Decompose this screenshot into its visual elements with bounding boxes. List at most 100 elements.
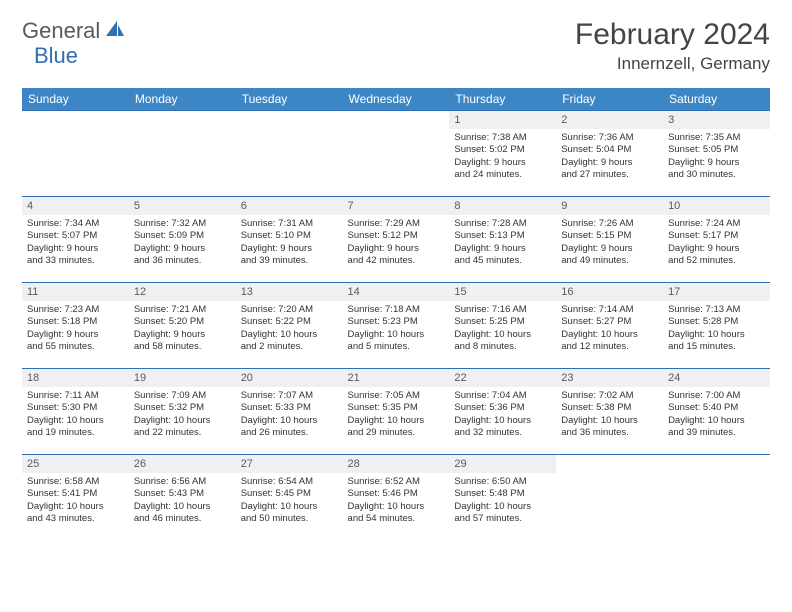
day-number: 16 xyxy=(556,283,663,301)
logo-part2-wrap: Blue xyxy=(34,43,78,69)
sunset-text: Sunset: 5:27 PM xyxy=(561,316,658,328)
daylight-line2: and 36 minutes. xyxy=(561,427,658,439)
calendar-cell: 12Sunrise: 7:21 AMSunset: 5:20 PMDayligh… xyxy=(129,283,236,369)
daylight-line1: Daylight: 10 hours xyxy=(241,329,338,341)
daylight-line1: Daylight: 9 hours xyxy=(27,243,124,255)
day-body: Sunrise: 7:04 AMSunset: 5:36 PMDaylight:… xyxy=(449,387,556,443)
daylight-line2: and 24 minutes. xyxy=(454,169,551,181)
sunset-text: Sunset: 5:10 PM xyxy=(241,230,338,242)
daylight-line1: Daylight: 10 hours xyxy=(241,501,338,513)
sunrise-text: Sunrise: 7:38 AM xyxy=(454,132,551,144)
logo-part2: Blue xyxy=(34,43,78,68)
day-number: 28 xyxy=(343,455,450,473)
daylight-line1: Daylight: 10 hours xyxy=(27,501,124,513)
header: General February 2024 Innernzell, German… xyxy=(22,18,770,74)
sunrise-text: Sunrise: 6:56 AM xyxy=(134,476,231,488)
daylight-line1: Daylight: 10 hours xyxy=(348,415,445,427)
daylight-line2: and 55 minutes. xyxy=(27,341,124,353)
day-body: Sunrise: 7:14 AMSunset: 5:27 PMDaylight:… xyxy=(556,301,663,357)
calendar-cell xyxy=(236,111,343,197)
sunset-text: Sunset: 5:32 PM xyxy=(134,402,231,414)
sunrise-text: Sunrise: 7:21 AM xyxy=(134,304,231,316)
daylight-line1: Daylight: 10 hours xyxy=(134,415,231,427)
day-number: 10 xyxy=(663,197,770,215)
day-number: 22 xyxy=(449,369,556,387)
daylight-line1: Daylight: 10 hours xyxy=(668,415,765,427)
daylight-line1: Daylight: 10 hours xyxy=(27,415,124,427)
daylight-line2: and 54 minutes. xyxy=(348,513,445,525)
daylight-line2: and 22 minutes. xyxy=(134,427,231,439)
day-number: 5 xyxy=(129,197,236,215)
day-number: 18 xyxy=(22,369,129,387)
calendar-row: 4Sunrise: 7:34 AMSunset: 5:07 PMDaylight… xyxy=(22,197,770,283)
day-number: 27 xyxy=(236,455,343,473)
calendar-cell: 2Sunrise: 7:36 AMSunset: 5:04 PMDaylight… xyxy=(556,111,663,197)
sunset-text: Sunset: 5:23 PM xyxy=(348,316,445,328)
calendar-cell: 25Sunrise: 6:58 AMSunset: 5:41 PMDayligh… xyxy=(22,455,129,541)
sunrise-text: Sunrise: 7:02 AM xyxy=(561,390,658,402)
day-number: 15 xyxy=(449,283,556,301)
day-body: Sunrise: 7:11 AMSunset: 5:30 PMDaylight:… xyxy=(22,387,129,443)
calendar-cell: 9Sunrise: 7:26 AMSunset: 5:15 PMDaylight… xyxy=(556,197,663,283)
day-body: Sunrise: 7:24 AMSunset: 5:17 PMDaylight:… xyxy=(663,215,770,271)
calendar-cell: 11Sunrise: 7:23 AMSunset: 5:18 PMDayligh… xyxy=(22,283,129,369)
sunset-text: Sunset: 5:28 PM xyxy=(668,316,765,328)
calendar-cell: 16Sunrise: 7:14 AMSunset: 5:27 PMDayligh… xyxy=(556,283,663,369)
daylight-line1: Daylight: 9 hours xyxy=(134,329,231,341)
calendar-row: 18Sunrise: 7:11 AMSunset: 5:30 PMDayligh… xyxy=(22,369,770,455)
calendar-cell: 15Sunrise: 7:16 AMSunset: 5:25 PMDayligh… xyxy=(449,283,556,369)
day-body: Sunrise: 7:18 AMSunset: 5:23 PMDaylight:… xyxy=(343,301,450,357)
calendar-cell: 14Sunrise: 7:18 AMSunset: 5:23 PMDayligh… xyxy=(343,283,450,369)
day-body: Sunrise: 6:52 AMSunset: 5:46 PMDaylight:… xyxy=(343,473,450,529)
daylight-line2: and 36 minutes. xyxy=(134,255,231,267)
daylight-line1: Daylight: 10 hours xyxy=(454,329,551,341)
daylight-line2: and 46 minutes. xyxy=(134,513,231,525)
calendar-cell: 27Sunrise: 6:54 AMSunset: 5:45 PMDayligh… xyxy=(236,455,343,541)
logo-part1: General xyxy=(22,18,100,44)
day-body: Sunrise: 7:29 AMSunset: 5:12 PMDaylight:… xyxy=(343,215,450,271)
daylight-line2: and 33 minutes. xyxy=(27,255,124,267)
day-number: 6 xyxy=(236,197,343,215)
daylight-line2: and 32 minutes. xyxy=(454,427,551,439)
sunrise-text: Sunrise: 7:04 AM xyxy=(454,390,551,402)
sunset-text: Sunset: 5:02 PM xyxy=(454,144,551,156)
day-number: 2 xyxy=(556,111,663,129)
calendar-cell: 17Sunrise: 7:13 AMSunset: 5:28 PMDayligh… xyxy=(663,283,770,369)
daylight-line1: Daylight: 9 hours xyxy=(668,243,765,255)
col-sunday: Sunday xyxy=(22,88,129,111)
calendar-cell: 21Sunrise: 7:05 AMSunset: 5:35 PMDayligh… xyxy=(343,369,450,455)
calendar-cell: 20Sunrise: 7:07 AMSunset: 5:33 PMDayligh… xyxy=(236,369,343,455)
day-number: 1 xyxy=(449,111,556,129)
location: Innernzell, Germany xyxy=(575,54,770,74)
sunrise-text: Sunrise: 6:50 AM xyxy=(454,476,551,488)
sunset-text: Sunset: 5:17 PM xyxy=(668,230,765,242)
sunrise-text: Sunrise: 7:26 AM xyxy=(561,218,658,230)
sunrise-text: Sunrise: 7:31 AM xyxy=(241,218,338,230)
daylight-line1: Daylight: 10 hours xyxy=(668,329,765,341)
sunrise-text: Sunrise: 7:14 AM xyxy=(561,304,658,316)
day-body: Sunrise: 7:20 AMSunset: 5:22 PMDaylight:… xyxy=(236,301,343,357)
daylight-line2: and 8 minutes. xyxy=(454,341,551,353)
sunrise-text: Sunrise: 7:16 AM xyxy=(454,304,551,316)
sunset-text: Sunset: 5:20 PM xyxy=(134,316,231,328)
day-number: 17 xyxy=(663,283,770,301)
day-body: Sunrise: 7:02 AMSunset: 5:38 PMDaylight:… xyxy=(556,387,663,443)
day-body: Sunrise: 7:36 AMSunset: 5:04 PMDaylight:… xyxy=(556,129,663,185)
calendar-table: Sunday Monday Tuesday Wednesday Thursday… xyxy=(22,88,770,541)
sunrise-text: Sunrise: 7:18 AM xyxy=(348,304,445,316)
daylight-line2: and 27 minutes. xyxy=(561,169,658,181)
col-thursday: Thursday xyxy=(449,88,556,111)
daylight-line1: Daylight: 10 hours xyxy=(561,329,658,341)
day-body: Sunrise: 7:26 AMSunset: 5:15 PMDaylight:… xyxy=(556,215,663,271)
day-body: Sunrise: 7:38 AMSunset: 5:02 PMDaylight:… xyxy=(449,129,556,185)
sunrise-text: Sunrise: 6:52 AM xyxy=(348,476,445,488)
calendar-cell xyxy=(22,111,129,197)
calendar-cell: 6Sunrise: 7:31 AMSunset: 5:10 PMDaylight… xyxy=(236,197,343,283)
day-number: 23 xyxy=(556,369,663,387)
sunset-text: Sunset: 5:48 PM xyxy=(454,488,551,500)
sunset-text: Sunset: 5:12 PM xyxy=(348,230,445,242)
daylight-line1: Daylight: 9 hours xyxy=(668,157,765,169)
calendar-row: 25Sunrise: 6:58 AMSunset: 5:41 PMDayligh… xyxy=(22,455,770,541)
daylight-line2: and 42 minutes. xyxy=(348,255,445,267)
day-body: Sunrise: 7:23 AMSunset: 5:18 PMDaylight:… xyxy=(22,301,129,357)
